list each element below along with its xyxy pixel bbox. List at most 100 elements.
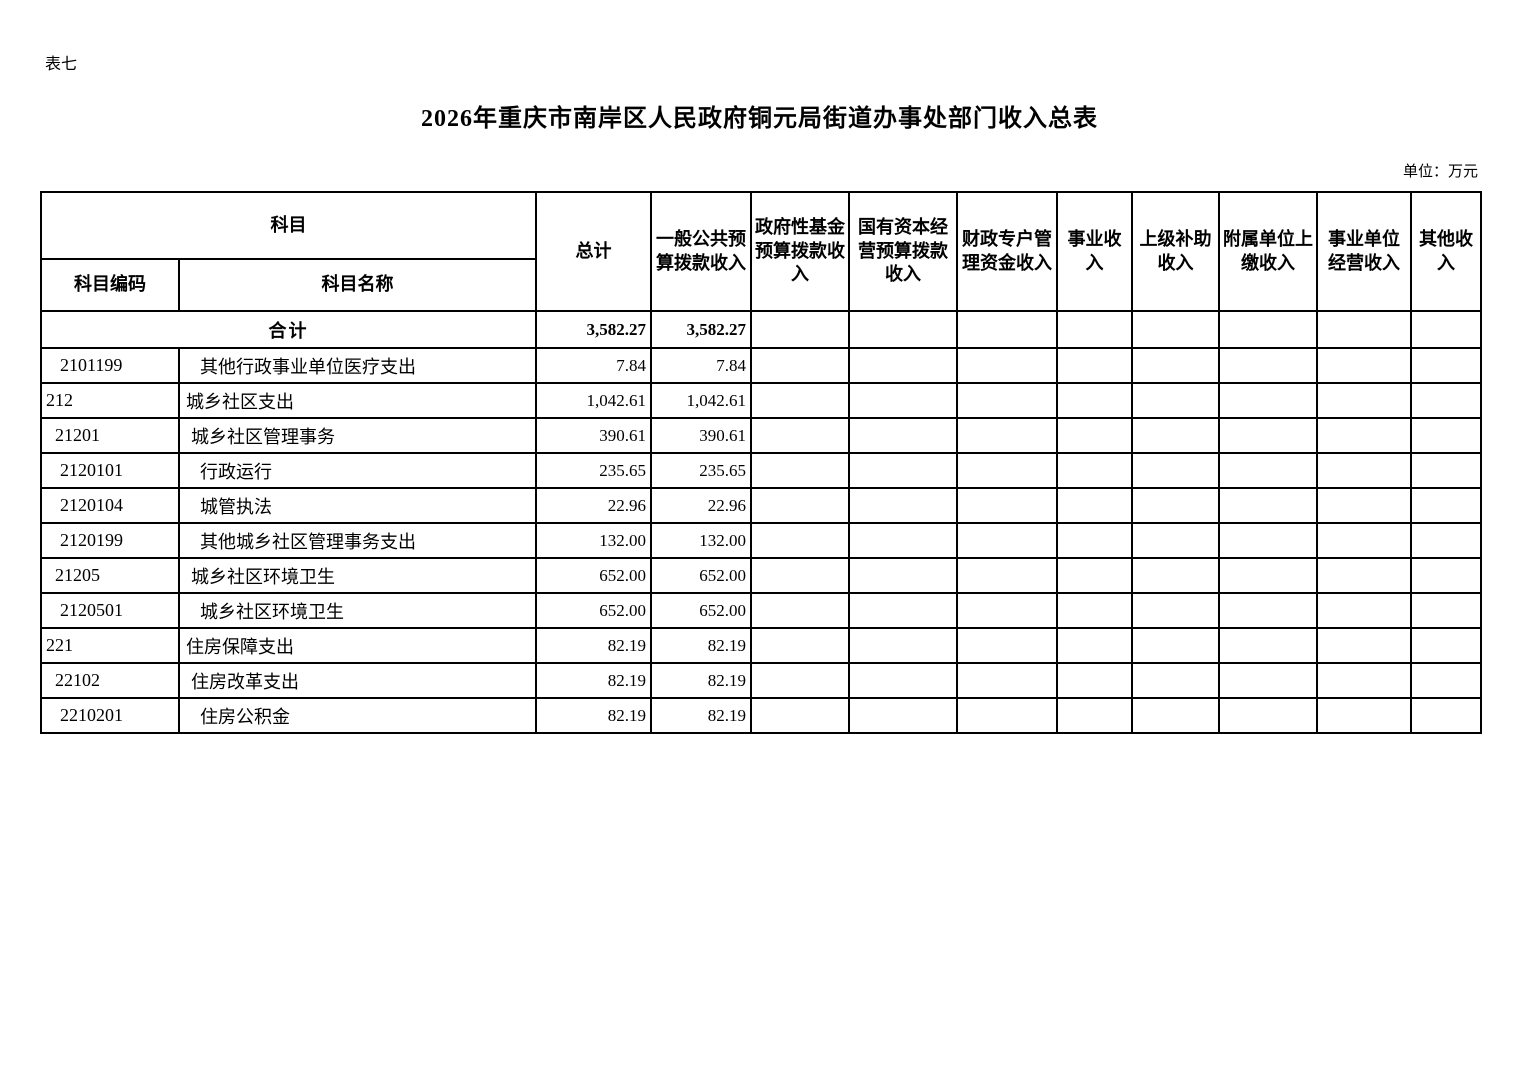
header-row-subject: 科目 总计 一般公共预算拨款收入 政府性基金预算拨款收入 国有资本经营预算拨款收… — [40, 191, 1482, 312]
value-cell — [1316, 487, 1412, 524]
value-cell — [956, 627, 1058, 664]
value-cell — [750, 417, 850, 454]
name-cell: 住房保障支出 — [178, 627, 537, 664]
value-cell — [1410, 487, 1482, 524]
value-cell: 3,582.27 — [650, 310, 752, 349]
value-cell — [1218, 487, 1318, 524]
value-cell — [1316, 592, 1412, 629]
value-cell — [848, 382, 958, 419]
header-institution-operating: 事业单位经营收入 — [1316, 191, 1412, 312]
value-cell — [750, 522, 850, 559]
value-cell — [956, 310, 1058, 349]
value-cell: 82.19 — [650, 662, 752, 699]
value-cell: 7.84 — [535, 347, 652, 384]
value-cell — [1218, 662, 1318, 699]
value-cell — [1316, 557, 1412, 594]
table-row: 2210201 住房公积金 82.19 82.19 — [40, 697, 1482, 734]
name-cell: 城乡社区环境卫生 — [178, 592, 537, 629]
value-cell — [1056, 452, 1133, 489]
value-cell — [1131, 382, 1220, 419]
value-cell — [1410, 452, 1482, 489]
header-row-subcolumns: 科目编码 科目名称 — [40, 258, 1481, 312]
value-cell: 652.00 — [535, 557, 652, 594]
income-summary-table: 科目 总计 一般公共预算拨款收入 政府性基金预算拨款收入 国有资本经营预算拨款收… — [40, 191, 1482, 734]
value-cell — [750, 592, 850, 629]
value-cell: 82.19 — [535, 697, 652, 734]
table-row: 21205 城乡社区环境卫生 652.00 652.00 — [40, 557, 1482, 594]
value-cell — [1218, 452, 1318, 489]
value-cell — [956, 522, 1058, 559]
value-cell — [1316, 697, 1412, 734]
value-cell — [1218, 417, 1318, 454]
value-cell — [750, 382, 850, 419]
value-cell — [1131, 487, 1220, 524]
value-cell — [750, 347, 850, 384]
name-cell: 行政运行 — [178, 452, 537, 489]
value-cell — [1410, 522, 1482, 559]
table-row: 2120199 其他城乡社区管理事务支出 132.00 132.00 — [40, 522, 1482, 559]
table-label: 表七 — [45, 56, 78, 73]
value-cell — [1316, 522, 1412, 559]
code-cell: 2120104 — [40, 487, 180, 524]
header-subject-code: 科目编码 — [40, 258, 180, 312]
table-row: 21201 城乡社区管理事务 390.61 390.61 — [40, 417, 1482, 454]
value-cell — [956, 697, 1058, 734]
value-cell — [1131, 347, 1220, 384]
value-cell — [956, 347, 1058, 384]
value-cell — [1056, 347, 1133, 384]
value-cell: 390.61 — [650, 417, 752, 454]
value-cell: 132.00 — [650, 522, 752, 559]
value-cell — [1410, 347, 1482, 384]
value-cell — [1056, 382, 1133, 419]
code-cell: 221 — [40, 627, 180, 664]
value-cell — [1131, 522, 1220, 559]
value-cell: 82.19 — [650, 697, 752, 734]
value-cell — [750, 557, 850, 594]
header-business-income: 事业收入 — [1056, 191, 1133, 312]
value-cell — [1410, 592, 1482, 629]
value-cell — [956, 487, 1058, 524]
value-cell — [1131, 417, 1220, 454]
value-cell — [848, 557, 958, 594]
name-cell: 其他行政事业单位医疗支出 — [178, 347, 537, 384]
header-other-income: 其他收入 — [1410, 191, 1482, 312]
value-cell — [1218, 697, 1318, 734]
value-cell — [1056, 417, 1133, 454]
header-affiliated-unit-remit: 附属单位上缴收入 — [1218, 191, 1318, 312]
value-cell — [1218, 310, 1318, 349]
value-cell: 22.96 — [650, 487, 752, 524]
value-cell — [1131, 310, 1220, 349]
value-cell: 235.65 — [535, 452, 652, 489]
total-label: 合计 — [40, 310, 537, 349]
table-header: 科目 总计 一般公共预算拨款收入 政府性基金预算拨款收入 国有资本经营预算拨款收… — [40, 191, 1482, 312]
code-cell: 21201 — [40, 417, 180, 454]
value-cell — [1056, 627, 1133, 664]
value-cell — [1131, 627, 1220, 664]
value-cell — [1218, 382, 1318, 419]
value-cell — [1131, 557, 1220, 594]
value-cell: 3,582.27 — [535, 310, 652, 349]
header-state-capital-budget: 国有资本经营预算拨款收入 — [848, 191, 958, 312]
header-general-public-budget: 一般公共预算拨款收入 — [650, 191, 752, 312]
name-cell: 城乡社区环境卫生 — [178, 557, 537, 594]
value-cell — [1056, 557, 1133, 594]
header-superior-subsidy: 上级补助收入 — [1131, 191, 1220, 312]
value-cell: 7.84 — [650, 347, 752, 384]
value-cell — [848, 417, 958, 454]
name-cell: 住房改革支出 — [178, 662, 537, 699]
value-cell: 652.00 — [650, 557, 752, 594]
value-cell: 652.00 — [650, 592, 752, 629]
code-cell: 21205 — [40, 557, 180, 594]
table-row: 212 城乡社区支出 1,042.61 1,042.61 — [40, 382, 1482, 419]
value-cell — [1410, 662, 1482, 699]
header-subject: 科目 — [40, 191, 537, 260]
value-cell: 1,042.61 — [650, 382, 752, 419]
value-cell — [1056, 697, 1133, 734]
value-cell: 1,042.61 — [535, 382, 652, 419]
value-cell — [750, 310, 850, 349]
value-cell — [750, 487, 850, 524]
value-cell — [750, 697, 850, 734]
value-cell — [1316, 417, 1412, 454]
table-row: 22102 住房改革支出 82.19 82.19 — [40, 662, 1482, 699]
code-cell: 2120101 — [40, 452, 180, 489]
